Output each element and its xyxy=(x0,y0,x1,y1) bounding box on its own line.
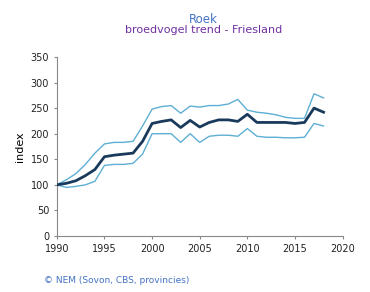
Text: © NEM (Sovon, CBS, provincies): © NEM (Sovon, CBS, provincies) xyxy=(44,276,190,285)
Text: broedvogel trend - Friesland: broedvogel trend - Friesland xyxy=(125,25,282,35)
Y-axis label: index: index xyxy=(15,131,25,162)
Text: Roek: Roek xyxy=(189,13,218,26)
